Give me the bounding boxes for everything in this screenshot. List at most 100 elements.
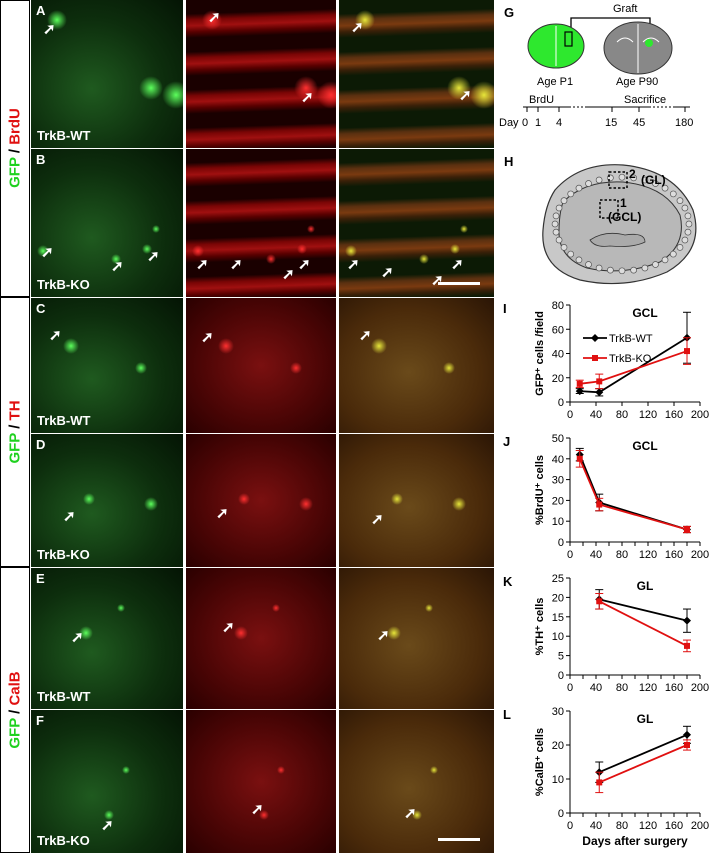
legend-marker bbox=[591, 334, 599, 342]
data-point bbox=[683, 730, 691, 739]
x-tick-label: 160 bbox=[665, 820, 683, 832]
micrograph-e-marker: ➚ bbox=[186, 568, 336, 709]
scale-bar bbox=[438, 838, 480, 841]
data-point bbox=[595, 388, 604, 397]
scale-bar bbox=[438, 282, 480, 285]
x-tick-label: 120 bbox=[639, 409, 657, 421]
arrow-icon: ➚ bbox=[43, 21, 56, 38]
panel-letter-g: G bbox=[504, 5, 514, 20]
y-tick-label: 80 bbox=[552, 300, 564, 312]
y-tick-label: 50 bbox=[552, 433, 564, 445]
y-tick-label: 0 bbox=[558, 397, 564, 409]
arrow-icon: ➚ bbox=[347, 256, 360, 273]
data-point bbox=[576, 380, 583, 387]
arrow-icon: ➚ bbox=[196, 256, 209, 273]
y-tick-label: 25 bbox=[552, 573, 564, 585]
arrow-icon: ➚ bbox=[404, 805, 417, 822]
panel-letter: B bbox=[36, 152, 46, 167]
x-tick-label: 120 bbox=[639, 549, 657, 561]
arrow-icon: ➚ bbox=[201, 329, 214, 346]
chart-letter: I bbox=[503, 301, 507, 316]
y-tick-label: 0 bbox=[558, 670, 564, 682]
x-tick-label: 160 bbox=[665, 682, 683, 694]
micrograph-d-merge: ➚ bbox=[339, 434, 494, 567]
arrow-icon: ➚ bbox=[351, 19, 364, 36]
y-tick-label: 40 bbox=[552, 454, 564, 466]
micrograph-d-marker: ➚ bbox=[186, 434, 336, 567]
x-tick-label: 40 bbox=[590, 409, 602, 421]
genotype-label: TrkB-KO bbox=[37, 833, 90, 848]
panel-letter: F bbox=[36, 713, 44, 728]
series-line bbox=[598, 744, 688, 784]
y-tick-label: 10 bbox=[552, 631, 564, 643]
brdu-label: BrdU bbox=[529, 94, 554, 106]
x-tick-label: 120 bbox=[639, 820, 657, 832]
schematic-h: H 2 (GL) 1 (GCL) bbox=[504, 154, 697, 285]
micrograph-a-marker: ➚ ➚ bbox=[186, 0, 336, 148]
x-tick-label: 200 bbox=[691, 682, 709, 694]
arrow-icon: ➚ bbox=[49, 327, 62, 344]
micrograph-a-merge: ➚ ➚ bbox=[339, 0, 494, 148]
arrow-icon: ➚ bbox=[298, 256, 311, 273]
y-axis-label: %TH⁺ cells bbox=[534, 598, 546, 656]
series-line bbox=[598, 733, 688, 774]
x-tick-label: 120 bbox=[639, 682, 657, 694]
chart-letter: K bbox=[503, 574, 513, 589]
chart-letter: J bbox=[503, 434, 510, 449]
arrow-icon: ➚ bbox=[371, 511, 384, 528]
svg-text:0: 0 bbox=[522, 117, 528, 129]
micrograph-b-marker: ➚ ➚ ➚ ➚ bbox=[186, 149, 336, 297]
arrow-icon: ➚ bbox=[301, 89, 314, 106]
micrograph-c-marker: ➚ bbox=[186, 298, 336, 433]
x-tick-label: 160 bbox=[665, 549, 683, 561]
arrow-icon: ➚ bbox=[71, 629, 84, 646]
genotype-label: TrkB-KO bbox=[37, 277, 90, 292]
y-tick-label: 20 bbox=[552, 740, 564, 752]
series-line bbox=[579, 336, 688, 394]
data-point bbox=[684, 742, 690, 748]
arrow-icon: ➚ bbox=[222, 619, 235, 636]
y-axis-label: %CalB⁺ cells bbox=[534, 728, 546, 796]
micrograph-a-gfp: ➚ A TrkB-WT bbox=[31, 0, 183, 148]
data-point bbox=[684, 526, 690, 533]
arrow-icon: ➚ bbox=[41, 244, 54, 261]
arrow-icon: ➚ bbox=[431, 272, 444, 289]
data-point bbox=[596, 779, 603, 786]
arrow-icon: ➚ bbox=[147, 248, 160, 265]
y-tick-label: 40 bbox=[552, 349, 564, 361]
arrow-icon: ➚ bbox=[101, 817, 114, 834]
data-point bbox=[596, 378, 603, 385]
x-tick-label: 200 bbox=[691, 409, 709, 421]
y-tick-label: 60 bbox=[552, 324, 564, 336]
micrograph-e-merge: ➚ bbox=[339, 568, 494, 709]
side-label-calb: GFP / CalB bbox=[6, 671, 24, 749]
side-label-bar-th bbox=[0, 297, 30, 567]
x-tick-label: 200 bbox=[691, 820, 709, 832]
legend-marker bbox=[592, 355, 598, 361]
sacrifice-label: Sacrifice bbox=[624, 94, 666, 106]
y-tick-label: 20 bbox=[552, 495, 564, 507]
y-tick-label: 5 bbox=[558, 651, 564, 663]
svg-text:4: 4 bbox=[556, 117, 562, 129]
micrograph-d-gfp: ➚ D TrkB-KO bbox=[31, 434, 183, 567]
y-tick-label: 15 bbox=[552, 612, 564, 624]
age-p1-label: Age P1 bbox=[537, 76, 573, 88]
data-point bbox=[596, 501, 603, 508]
side-label-th: GFP / TH bbox=[6, 400, 24, 464]
y-tick-label: 0 bbox=[558, 808, 564, 820]
side-label-bar-brdu bbox=[0, 0, 30, 297]
data-point bbox=[576, 455, 583, 462]
graft-label: Graft bbox=[613, 3, 637, 15]
x-tick-label: 0 bbox=[567, 820, 573, 832]
micrograph-b-gfp: ➚ ➚ ➚ B TrkB-KO bbox=[31, 149, 183, 297]
genotype-label: TrkB-WT bbox=[37, 413, 91, 428]
region2-num: 2 bbox=[629, 167, 636, 181]
svg-text:180: 180 bbox=[675, 117, 693, 129]
arrow-icon: ➚ bbox=[451, 256, 464, 273]
genotype-label: TrkB-WT bbox=[37, 128, 91, 143]
panel-letter: E bbox=[36, 571, 45, 586]
x-tick-label: 0 bbox=[567, 549, 573, 561]
x-tick-label: 40 bbox=[590, 820, 602, 832]
series-line bbox=[578, 454, 688, 531]
